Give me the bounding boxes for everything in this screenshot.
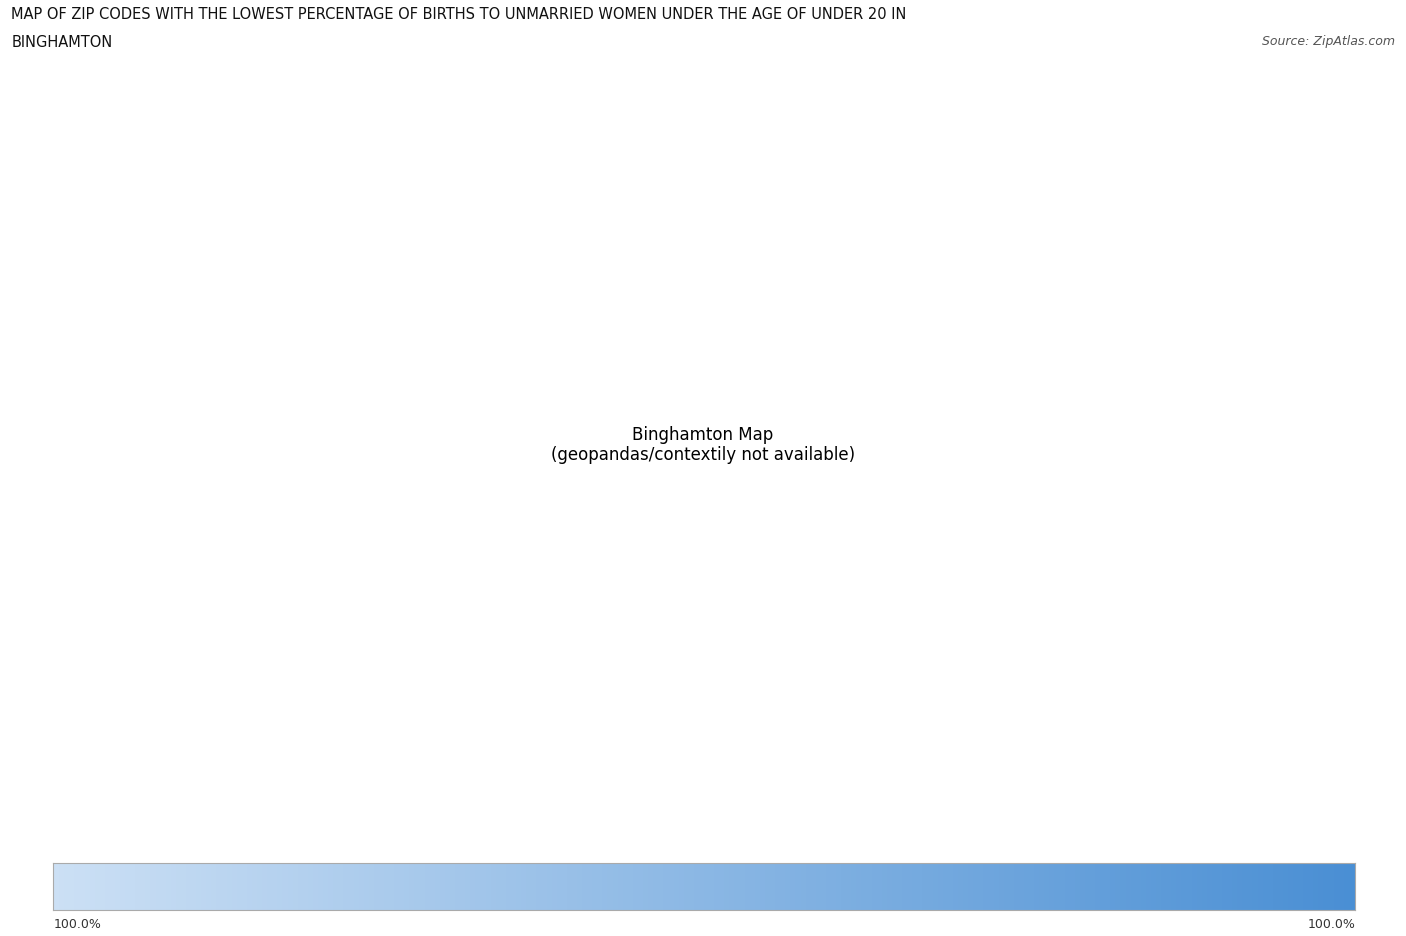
Text: Source: ZipAtlas.com: Source: ZipAtlas.com [1261,35,1395,48]
Text: BINGHAMTON: BINGHAMTON [11,35,112,50]
Text: Binghamton Map
(geopandas/contextily not available): Binghamton Map (geopandas/contextily not… [551,425,855,464]
Text: 100.0%: 100.0% [53,917,101,930]
Text: MAP OF ZIP CODES WITH THE LOWEST PERCENTAGE OF BIRTHS TO UNMARRIED WOMEN UNDER T: MAP OF ZIP CODES WITH THE LOWEST PERCENT… [11,7,907,22]
Text: 100.0%: 100.0% [1308,917,1355,930]
